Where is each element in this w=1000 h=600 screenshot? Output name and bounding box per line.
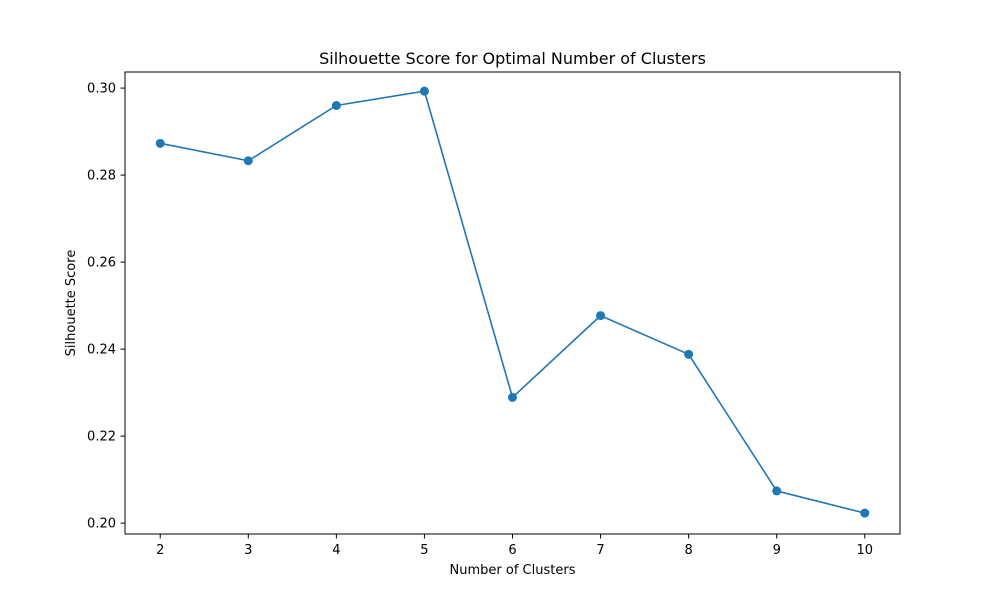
data-point	[243, 156, 253, 166]
data-point	[860, 508, 870, 518]
x-tick-label: 8	[684, 543, 692, 558]
plot-area	[125, 72, 900, 534]
x-axis-ticks: 2 3 4 5 6 7 8 9 10	[156, 534, 873, 558]
y-tick-label: 0.20	[87, 517, 116, 532]
data-point	[684, 349, 694, 359]
x-tick-label: 7	[596, 543, 604, 558]
x-tick-label: 9	[773, 543, 781, 558]
x-tick-label: 3	[244, 543, 252, 558]
x-tick-label: 5	[420, 543, 428, 558]
plot-frame	[124, 71, 901, 535]
data-point	[419, 86, 429, 96]
y-tick-label: 0.24	[87, 343, 116, 358]
y-tick-label: 0.26	[87, 256, 116, 271]
x-axis-label: Number of Clusters	[450, 563, 576, 578]
x-tick-label: 2	[156, 543, 164, 558]
y-tick-label: 0.22	[87, 430, 116, 445]
data-point	[331, 100, 341, 110]
data-point	[596, 311, 606, 321]
x-tick-label: 4	[332, 543, 340, 558]
data-point	[155, 138, 165, 148]
data-point	[508, 392, 517, 402]
x-tick-label: 6	[508, 543, 516, 558]
x-tick-label: 10	[856, 543, 873, 558]
y-axis-label: Silhouette Score	[64, 250, 79, 357]
data-point	[772, 486, 782, 496]
series-layer	[155, 86, 870, 518]
y-axis-ticks: 0.20 0.22 0.24 0.26 0.28 0.30	[87, 82, 125, 532]
chart-title: Silhouette Score for Optimal Number of C…	[319, 49, 706, 68]
y-tick-label: 0.28	[87, 169, 116, 184]
y-tick-label: 0.30	[87, 82, 116, 97]
